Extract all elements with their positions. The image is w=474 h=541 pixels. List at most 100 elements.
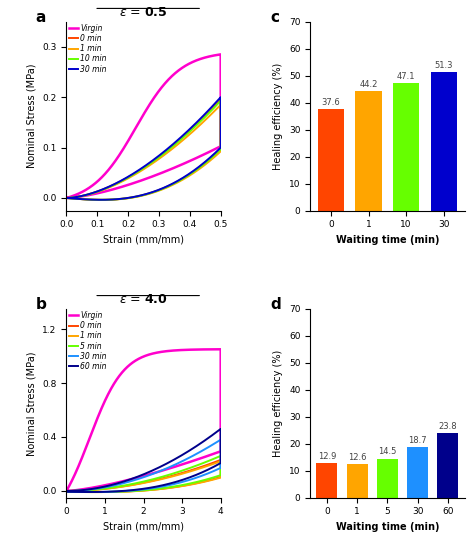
Line: Virgin: Virgin	[66, 55, 221, 198]
Bar	[407, 447, 428, 498]
30 min	[193, 475, 199, 481]
0 min	[64, 195, 69, 201]
Bar	[393, 83, 419, 210]
10 min	[193, 167, 199, 174]
5 min	[64, 488, 69, 494]
1 min	[82, 192, 88, 199]
Text: 12.6: 12.6	[348, 453, 366, 461]
10 min	[184, 173, 190, 179]
1 min	[64, 195, 69, 201]
10 min	[175, 178, 181, 184]
Text: 47.1: 47.1	[397, 72, 415, 81]
1 min	[93, 489, 99, 496]
0 min	[106, 196, 112, 203]
0 min	[82, 487, 88, 493]
0 min	[193, 480, 199, 486]
Title: $\it{\varepsilon}$ = $\bf{4.0}$: $\it{\varepsilon}$ = $\bf{4.0}$	[119, 293, 168, 306]
Legend: Virgin, 0 min, 1 min, 10 min, 30 min: Virgin, 0 min, 1 min, 10 min, 30 min	[68, 23, 108, 74]
1 min	[184, 482, 190, 489]
Text: 51.3: 51.3	[435, 61, 453, 70]
Virgin	[64, 195, 69, 201]
30 min	[82, 192, 88, 199]
0 min	[218, 457, 224, 463]
Line: 0 min: 0 min	[66, 460, 221, 492]
Virgin	[106, 481, 112, 487]
Line: 1 min: 1 min	[66, 105, 221, 200]
1 min	[175, 179, 181, 186]
Virgin	[218, 346, 224, 353]
30 min	[184, 171, 190, 178]
60 min	[184, 475, 190, 481]
30 min	[175, 177, 181, 184]
30 min	[64, 195, 69, 201]
30 min	[64, 488, 69, 494]
30 min	[106, 196, 112, 203]
60 min	[138, 486, 144, 492]
Virgin	[138, 177, 144, 184]
Virgin	[64, 488, 69, 494]
X-axis label: Waiting time (min): Waiting time (min)	[336, 522, 439, 532]
5 min	[138, 487, 144, 494]
Virgin	[184, 159, 190, 166]
Bar	[356, 91, 382, 210]
Line: 1 min: 1 min	[66, 461, 221, 492]
Text: b: b	[36, 298, 46, 313]
0 min	[99, 196, 104, 203]
Text: c: c	[270, 10, 279, 25]
1 min	[218, 458, 224, 465]
Text: 12.9: 12.9	[318, 452, 336, 461]
1 min	[193, 480, 199, 487]
10 min	[64, 195, 69, 201]
30 min	[106, 489, 112, 495]
Bar	[438, 433, 458, 498]
10 min	[138, 193, 144, 199]
60 min	[193, 472, 199, 478]
60 min	[64, 489, 69, 495]
Virgin	[82, 187, 88, 194]
5 min	[106, 489, 112, 495]
10 min	[64, 195, 69, 201]
Text: 23.8: 23.8	[438, 423, 457, 431]
0 min	[138, 193, 144, 199]
Y-axis label: Healing efficiency (%): Healing efficiency (%)	[273, 62, 283, 170]
Line: 0 min: 0 min	[66, 100, 221, 200]
Bar	[318, 109, 344, 210]
0 min	[193, 167, 199, 173]
60 min	[218, 426, 224, 432]
Line: Virgin: Virgin	[66, 349, 221, 491]
60 min	[175, 478, 181, 485]
X-axis label: Strain (mm/mm): Strain (mm/mm)	[103, 522, 184, 532]
Y-axis label: Nominal Stress (MPa): Nominal Stress (MPa)	[27, 64, 36, 168]
Virgin	[193, 155, 199, 162]
0 min	[82, 192, 88, 199]
1 min	[138, 487, 144, 494]
1 min	[106, 489, 112, 495]
Bar	[346, 464, 368, 498]
Text: 18.7: 18.7	[408, 436, 427, 445]
Title: $\it{\varepsilon}$ = $\bf{0.5}$: $\it{\varepsilon}$ = $\bf{0.5}$	[119, 6, 168, 19]
Y-axis label: Healing efficiency (%): Healing efficiency (%)	[273, 349, 283, 457]
0 min	[106, 489, 112, 495]
0 min	[64, 488, 69, 494]
5 min	[218, 453, 224, 459]
10 min	[218, 97, 224, 104]
Bar	[377, 459, 398, 498]
Line: 10 min: 10 min	[66, 101, 221, 200]
0 min	[64, 489, 69, 495]
Virgin	[184, 459, 190, 466]
1 min	[193, 168, 199, 175]
Virgin	[82, 446, 88, 453]
Virgin	[175, 463, 181, 469]
1 min	[64, 195, 69, 201]
60 min	[86, 489, 92, 495]
Virgin	[106, 187, 112, 194]
10 min	[99, 196, 104, 203]
5 min	[82, 487, 88, 493]
0 min	[184, 173, 190, 179]
30 min	[218, 94, 224, 101]
0 min	[175, 178, 181, 184]
30 min	[138, 486, 144, 493]
0 min	[138, 487, 144, 494]
30 min	[88, 489, 93, 495]
30 min	[138, 192, 144, 199]
